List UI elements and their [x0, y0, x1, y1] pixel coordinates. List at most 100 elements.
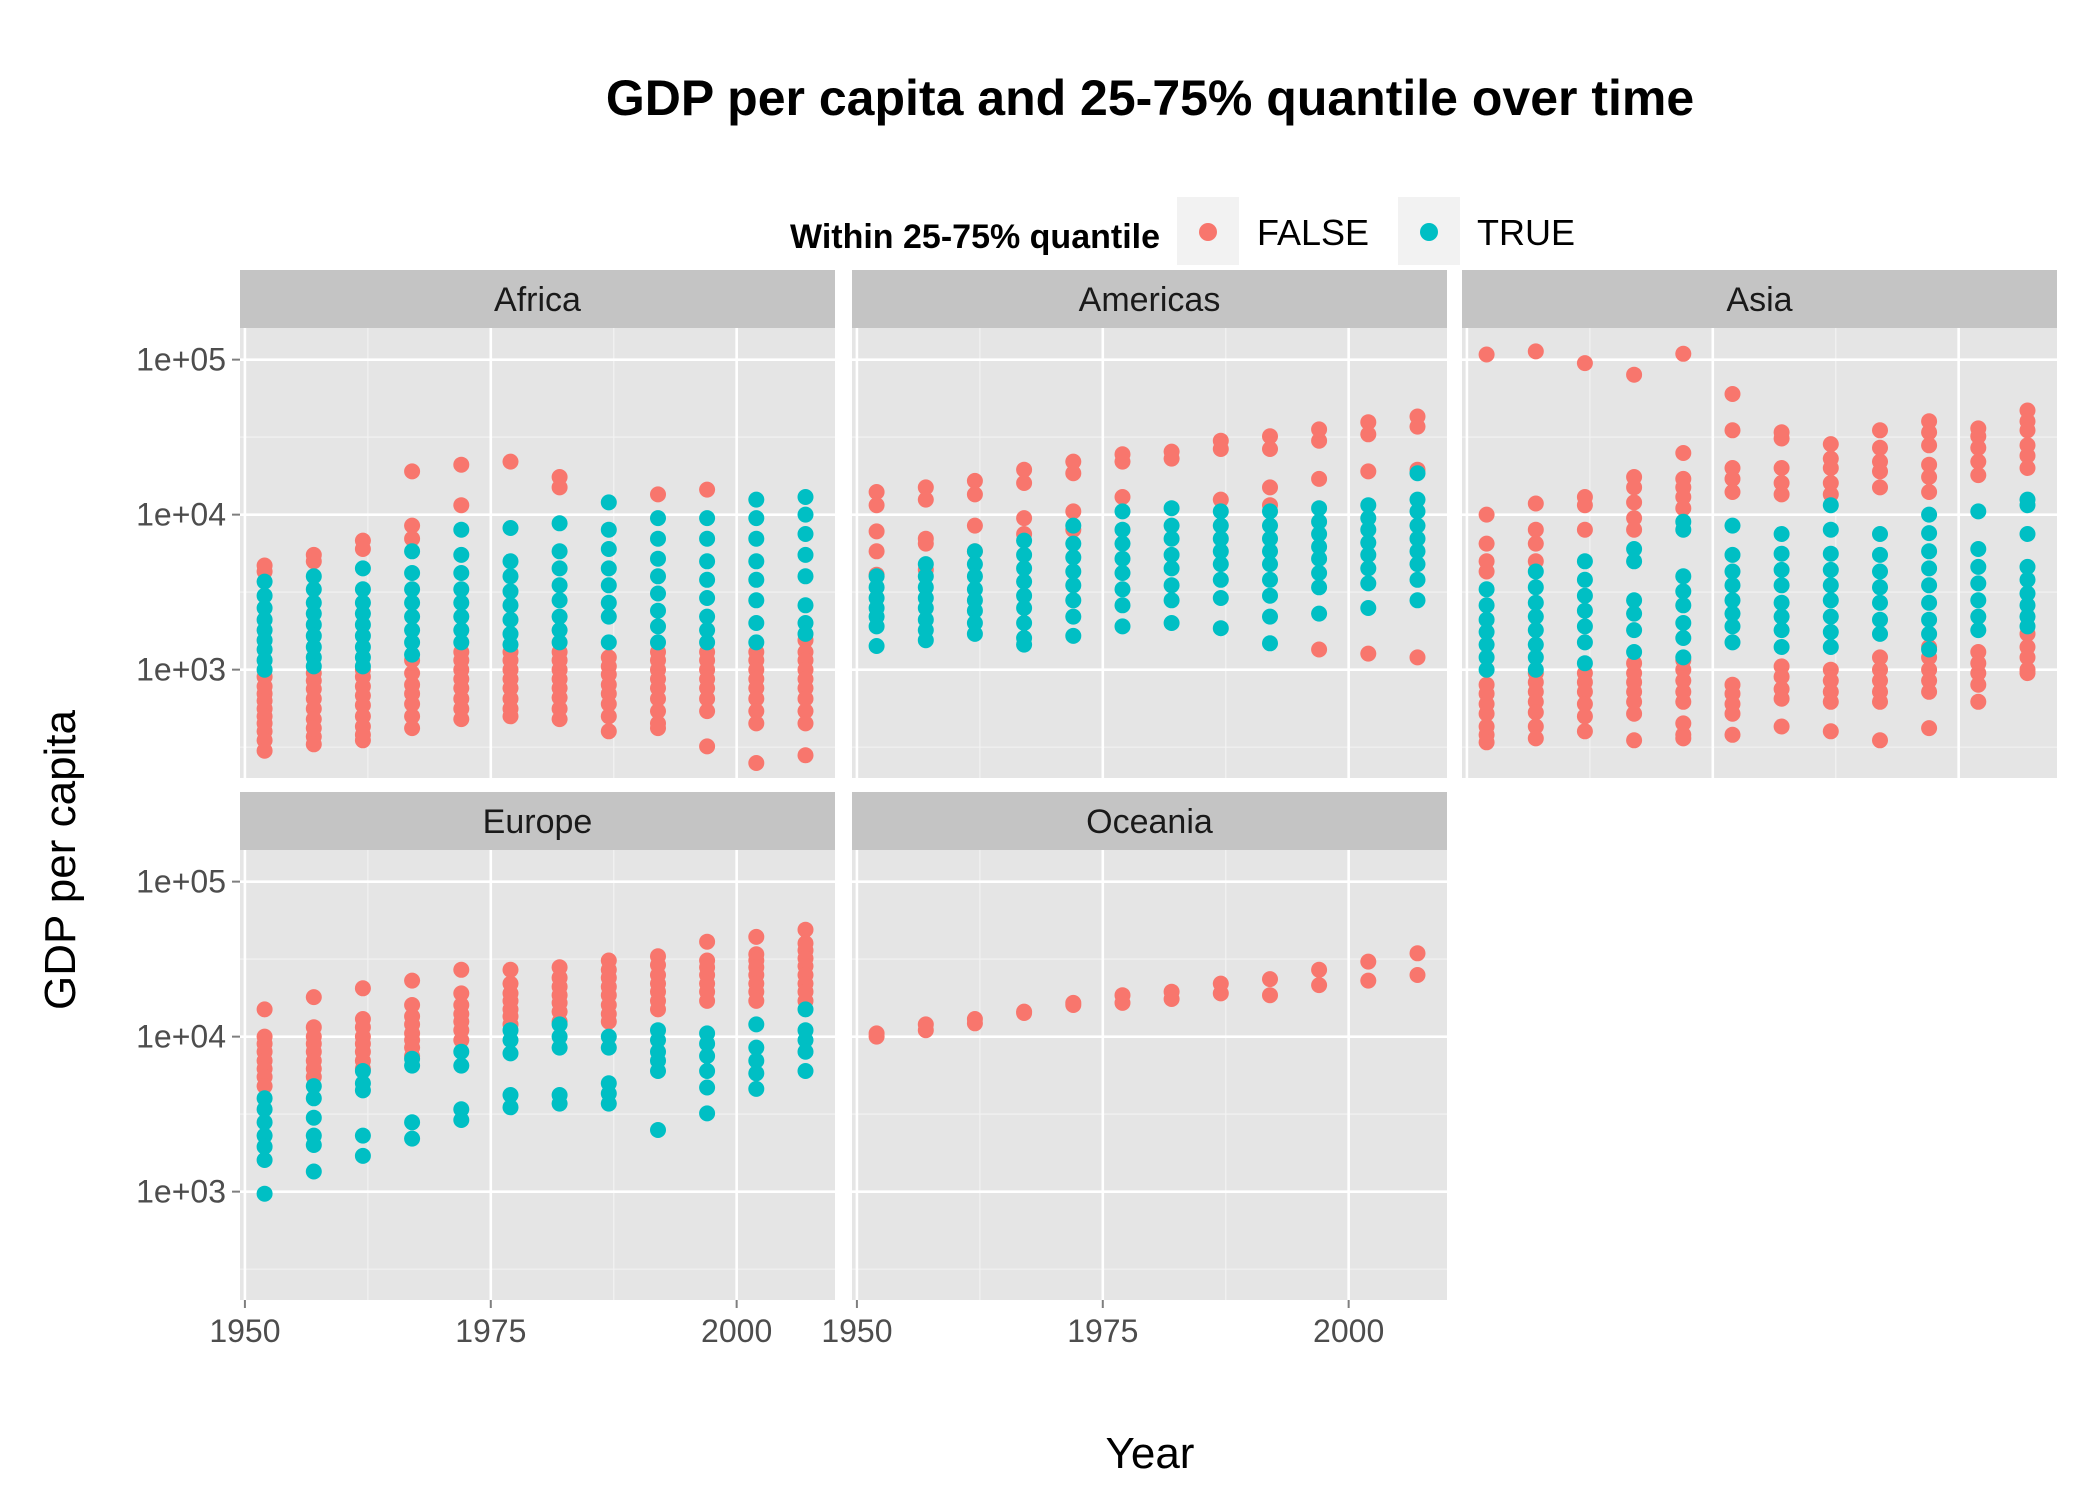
- point-true: [699, 634, 716, 651]
- point-false: [1212, 985, 1229, 1002]
- point-true: [1360, 560, 1377, 577]
- facet-strip: [1462, 270, 2057, 328]
- point-false: [868, 497, 885, 514]
- point-true: [1262, 556, 1278, 573]
- point-true: [1212, 556, 1229, 573]
- point-false: [797, 715, 814, 732]
- point-false: [1724, 386, 1741, 402]
- point-false: [1626, 693, 1643, 710]
- point-true: [354, 581, 371, 598]
- point-false: [1675, 672, 1692, 689]
- point-true: [256, 1138, 273, 1155]
- point-true: [917, 556, 934, 573]
- point-true: [1527, 649, 1544, 666]
- point-true: [1921, 525, 1938, 542]
- point-true: [1163, 577, 1180, 594]
- point-true: [502, 1045, 519, 1062]
- point-true: [699, 608, 716, 625]
- point-true: [1626, 541, 1643, 557]
- point-false: [1675, 693, 1692, 710]
- point-true: [551, 1028, 568, 1045]
- point-true: [650, 634, 666, 651]
- x-tick-label: 2000: [701, 1313, 772, 1349]
- point-true: [453, 581, 470, 598]
- point-true: [966, 568, 983, 585]
- point-true: [1409, 556, 1426, 573]
- point-true: [699, 530, 716, 547]
- point-false: [256, 742, 273, 759]
- point-true: [1163, 517, 1180, 534]
- point-true: [1675, 615, 1692, 631]
- facet-europe: Europe 1e+03 1e+04 1e+05 1950 1975 2000: [136, 792, 835, 1349]
- point-true: [1065, 577, 1082, 594]
- point-true: [1114, 503, 1131, 520]
- point-false: [966, 517, 983, 534]
- point-true: [404, 634, 421, 651]
- facet-strip: [240, 270, 835, 328]
- point-true: [600, 634, 617, 651]
- y-tick-label: 1e+03: [136, 652, 226, 688]
- point-false: [1478, 535, 1495, 552]
- point-true: [404, 565, 421, 581]
- point-true: [354, 627, 371, 644]
- point-false: [699, 738, 716, 755]
- point-false: [1675, 500, 1692, 517]
- point-true: [453, 1057, 470, 1074]
- point-true: [650, 530, 666, 547]
- point-false: [1212, 491, 1229, 508]
- point-true: [748, 553, 765, 570]
- point-true: [354, 658, 371, 675]
- point-true: [502, 1032, 519, 1049]
- point-false: [748, 715, 765, 732]
- point-false: [1360, 953, 1377, 970]
- point-false: [1675, 489, 1692, 505]
- point-true: [1724, 592, 1741, 609]
- point-true: [966, 543, 983, 560]
- point-true: [2019, 585, 2036, 602]
- point-false: [1872, 672, 1888, 689]
- point-true: [551, 592, 568, 609]
- point-false: [1773, 690, 1790, 707]
- y-tick-label: 1e+03: [136, 1174, 226, 1210]
- point-false: [1773, 718, 1790, 735]
- point-false: [256, 1001, 273, 1018]
- point-false: [868, 484, 885, 500]
- point-true: [1822, 624, 1839, 640]
- point-true: [748, 530, 765, 547]
- point-true: [600, 1028, 617, 1045]
- point-false: [1360, 645, 1377, 662]
- point-true: [354, 1127, 371, 1144]
- point-true: [551, 634, 568, 651]
- point-true: [1822, 639, 1839, 655]
- point-false: [699, 703, 716, 720]
- point-true: [1016, 636, 1033, 653]
- point-false: [2019, 422, 2036, 439]
- x-tick-label: 1975: [1067, 1313, 1138, 1349]
- point-false: [1921, 469, 1938, 485]
- point-true: [404, 646, 421, 663]
- point-true: [1921, 506, 1938, 523]
- point-false: [1016, 475, 1033, 491]
- point-true: [1311, 500, 1328, 517]
- point-false: [650, 1001, 666, 1018]
- point-false: [600, 1013, 617, 1030]
- point-true: [699, 590, 716, 606]
- point-false: [1724, 726, 1741, 743]
- point-true: [1822, 561, 1839, 578]
- point-true: [453, 546, 470, 563]
- point-true: [699, 1063, 716, 1079]
- point-true: [1262, 587, 1278, 604]
- point-true: [1675, 649, 1692, 666]
- point-false: [453, 497, 470, 514]
- point-true: [917, 632, 934, 649]
- point-true: [1527, 563, 1544, 580]
- point-false: [1872, 439, 1888, 456]
- point-false: [1724, 470, 1741, 487]
- point-true: [256, 1127, 273, 1144]
- point-true: [1065, 608, 1082, 625]
- point-true: [1576, 571, 1593, 588]
- point-false: [1773, 430, 1790, 447]
- point-false: [1409, 945, 1426, 962]
- point-false: [2019, 665, 2036, 682]
- point-true: [1360, 521, 1377, 538]
